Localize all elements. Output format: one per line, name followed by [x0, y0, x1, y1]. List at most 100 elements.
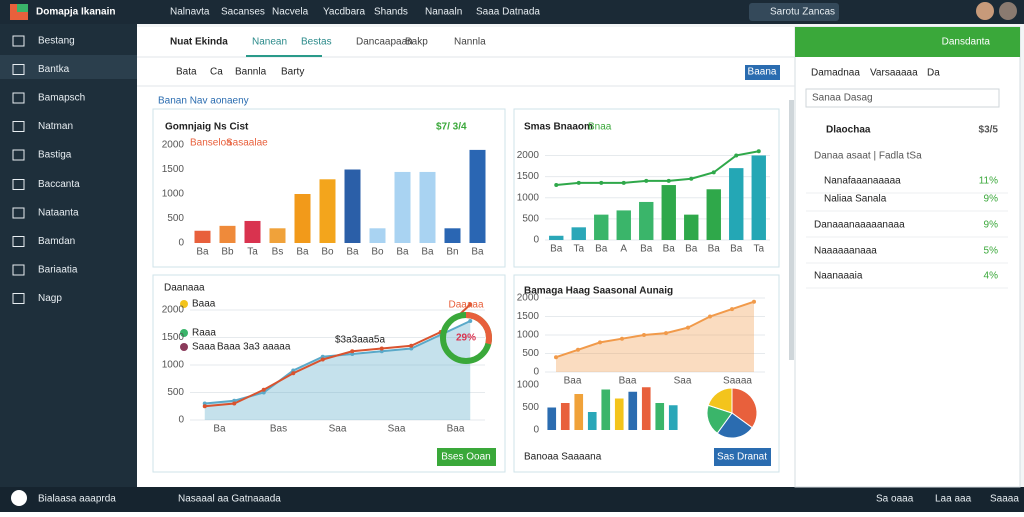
status-item[interactable]: Saaaa: [990, 494, 1019, 505]
bar: [614, 398, 624, 430]
sidebar-item[interactable]: Bariaatia: [38, 265, 78, 276]
x-tick-label: Ta: [753, 244, 764, 255]
y-tick-label: 500: [522, 402, 539, 413]
x-tick-label: Saa: [388, 424, 406, 435]
point: [599, 180, 604, 185]
menu-item[interactable]: Nalnavta: [170, 7, 210, 18]
x-tick-label: Ba: [685, 244, 698, 255]
sidebar-item[interactable]: Bamdan: [38, 236, 75, 247]
sidebar-icon: [12, 121, 25, 132]
toolbar-button-label[interactable]: Baana: [748, 67, 777, 78]
x-tick-label: Bs: [272, 247, 284, 258]
point: [320, 357, 325, 362]
panel-tab[interactable]: Da: [927, 68, 940, 79]
sidebar-icon: [12, 64, 25, 75]
chart-title: Smas Bnaaom: [524, 122, 593, 133]
bar: [571, 227, 586, 240]
sidebar-item[interactable]: Bantka: [38, 64, 70, 75]
tab[interactable]: Nannla: [454, 37, 486, 48]
x-tick-label: Ba: [213, 424, 226, 435]
sidebar-item[interactable]: Bastiga: [38, 150, 72, 161]
menu-item[interactable]: Sacanses: [221, 7, 265, 18]
toolbar-item[interactable]: Ca: [210, 67, 223, 78]
bar: [319, 179, 336, 243]
search-text[interactable]: Sarotu Zancas: [770, 7, 835, 18]
button-label[interactable]: Bses Ooan: [441, 452, 490, 463]
bar: [560, 403, 570, 430]
status-item[interactable]: Laa aaa: [935, 494, 972, 505]
toolbar-item[interactable]: Bannla: [235, 67, 267, 78]
toolbar-item[interactable]: Bata: [176, 67, 197, 78]
panel-tab[interactable]: Damadnaa: [811, 68, 860, 79]
x-tick-label: Bas: [270, 424, 287, 435]
bar: [616, 210, 631, 240]
tab[interactable]: Nanean: [252, 37, 287, 48]
button-label[interactable]: Sas Dranat: [717, 452, 767, 463]
x-tick-label: Ba: [595, 244, 608, 255]
sidebar-item[interactable]: Bestang: [38, 36, 75, 47]
sidebar-item[interactable]: Bamapsch: [38, 93, 85, 104]
menu-item[interactable]: Yacdbara: [323, 7, 366, 18]
tab[interactable]: Bakp: [405, 37, 428, 48]
section-total: $3/5: [979, 125, 999, 136]
donut-arc: [440, 312, 492, 364]
x-tick-label: Bo: [371, 247, 384, 258]
x-tick-label: Ba: [730, 244, 743, 255]
y-tick-label: 1500: [162, 332, 185, 343]
chart-tag: Bnaa: [588, 122, 612, 133]
legend-item: Baaa: [192, 299, 216, 310]
point: [261, 390, 266, 395]
x-tick-label: Bb: [221, 247, 234, 258]
y-tick-label: 2000: [517, 150, 540, 161]
bar: [574, 394, 584, 430]
point: [666, 178, 671, 183]
row-value: 11%: [979, 176, 998, 187]
point: [468, 319, 473, 323]
sidebar-item[interactable]: Baccanta: [38, 179, 80, 190]
chart-title: Bamaga Haag Saasonal Aunaig: [524, 286, 673, 297]
menu-item[interactable]: Nacvela: [272, 7, 309, 18]
x-tick-label: Saaaa: [723, 376, 752, 387]
point: [409, 343, 414, 348]
menu-item[interactable]: Saaa Datnada: [476, 7, 540, 18]
toolbar-button[interactable]: [745, 65, 780, 80]
menu-item[interactable]: Shands: [374, 7, 408, 18]
avatar[interactable]: [999, 2, 1017, 20]
home-tab[interactable]: Nuat Ekinda: [170, 37, 228, 48]
sidebar-icon: [12, 35, 25, 47]
bar: [244, 220, 261, 243]
y-tick-label: 500: [522, 348, 539, 359]
panel-tab[interactable]: Varsaaaaa: [870, 68, 918, 79]
sidebar-item[interactable]: Nataanta: [38, 208, 79, 219]
legend-dot: [180, 343, 188, 351]
search-box[interactable]: [749, 3, 839, 21]
point: [350, 349, 355, 354]
toolbar-item[interactable]: Barty: [281, 67, 304, 78]
panel-search[interactable]: Sanaa Dasag: [812, 93, 873, 104]
bar: [394, 171, 411, 243]
tab[interactable]: Bestas: [301, 37, 332, 48]
x-tick-label: Baa: [447, 424, 465, 435]
avatar[interactable]: [976, 2, 994, 20]
x-tick-label: Ba: [421, 247, 434, 258]
y-tick-label: 0: [533, 425, 539, 436]
annotation: $3a3aaa5a: [335, 335, 385, 346]
y-tick-label: 1500: [162, 164, 185, 175]
footnote: Banoaa Saaaana: [524, 452, 602, 463]
sidebar-item[interactable]: Natman: [38, 121, 73, 132]
brand: Domapja Ikanain: [36, 7, 115, 18]
sidebar-icon: [12, 293, 25, 304]
status-item[interactable]: Sa oaaa: [876, 494, 914, 505]
card-button[interactable]: [437, 448, 496, 466]
card-button[interactable]: [714, 448, 771, 466]
donut-label: 29%: [456, 333, 476, 344]
right-search[interactable]: [805, 88, 1000, 108]
y-tick-label: 1000: [517, 380, 540, 391]
scrollbar[interactable]: [789, 100, 794, 360]
sidebar-icon: [12, 207, 25, 219]
y-tick-label: 0: [178, 415, 184, 426]
tab[interactable]: Dancaapaan: [356, 37, 413, 48]
sidebar-item[interactable]: Nagp: [38, 293, 62, 304]
menu-item[interactable]: Nanaaln: [425, 7, 462, 18]
